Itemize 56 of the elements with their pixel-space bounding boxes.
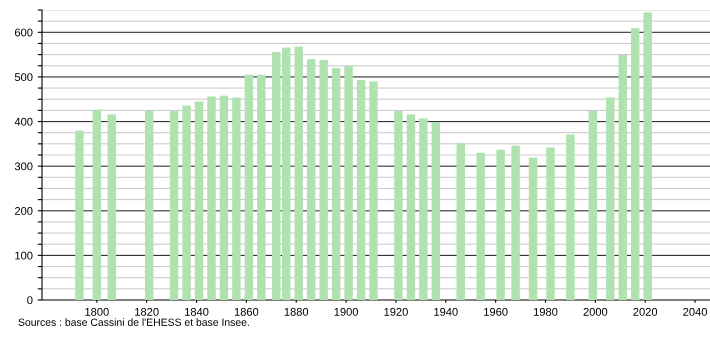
bar [182,105,191,300]
bar [606,97,615,300]
bar [244,74,254,300]
y-tick-label: 500 [14,73,33,82]
bar [643,12,652,300]
bar [618,55,627,300]
bar [566,134,575,300]
x-tick-label: 1900 [334,308,358,316]
bar [476,152,485,300]
bar [294,46,303,300]
bar [588,110,598,300]
bar [356,80,366,300]
y-tick-label: 200 [14,207,33,215]
x-tick-label: 1800 [85,308,109,316]
bar [432,122,440,300]
bar [394,110,403,300]
y-tick-label: 600 [15,28,33,36]
x-tick-label: 1920 [384,308,408,316]
y-tick-label: 100 [15,252,33,260]
bar [257,74,266,300]
x-tick-label: 1940 [434,308,458,316]
bar [344,66,353,300]
bar [220,96,228,300]
bar [419,118,428,300]
bar [511,146,520,300]
bar [406,114,416,300]
bar [108,114,116,300]
bar [528,158,538,300]
bar [319,60,328,300]
x-tick-label: 2000 [584,308,608,316]
bar [369,81,378,300]
source-note: Sources : base Cassini de l'EHESS et base Insee. [18,318,249,326]
bar [546,147,555,300]
bar [75,130,84,300]
y-tick-label: 300 [14,162,33,170]
bar [630,28,640,300]
bar [332,68,340,300]
bar [232,97,241,300]
bar [92,109,102,300]
bar [207,96,216,300]
x-tick-label: 2020 [633,308,658,316]
bar [306,59,316,300]
bar [456,142,465,300]
bar [496,150,505,300]
x-tick-label: 1840 [185,308,208,316]
x-tick-label: 1960 [484,308,508,316]
x-tick-label: 1820 [135,308,159,316]
bar [194,101,204,300]
bar [170,110,178,300]
x-tick-label: 2040 [683,308,707,316]
x-tick-label: 1980 [534,308,558,316]
bar [144,110,154,300]
y-tick-label: 400 [14,118,33,126]
x-tick-label: 1860 [234,308,258,316]
x-tick-label: 1880 [284,308,308,316]
y-tick-label: 0 [27,296,33,304]
